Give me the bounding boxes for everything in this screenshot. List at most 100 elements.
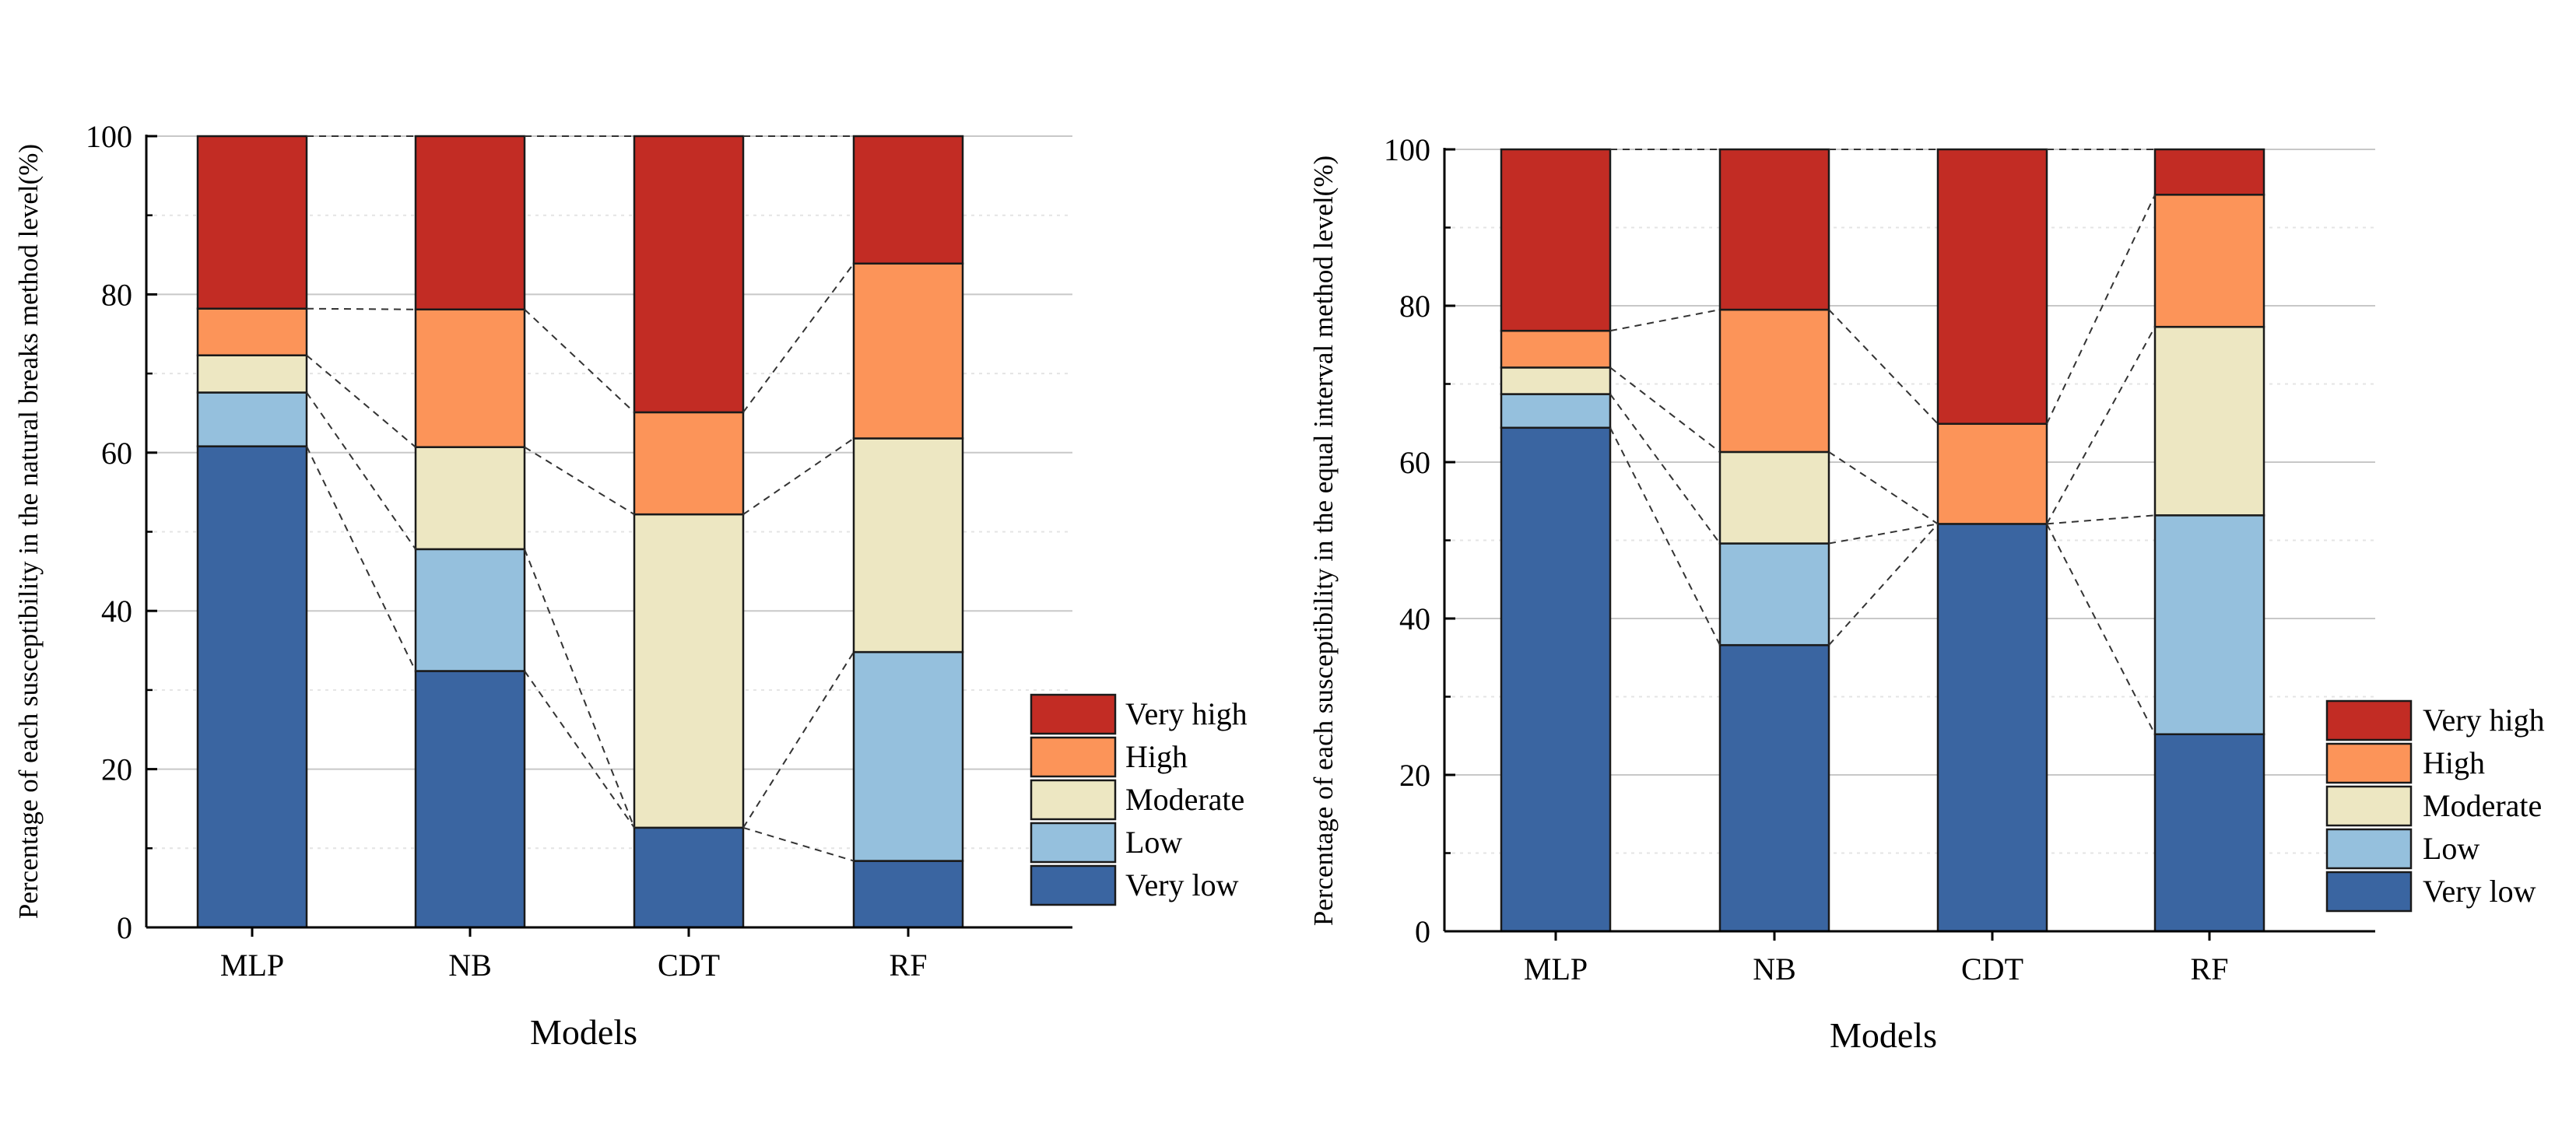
bar-rf-moderate [2153, 325, 2265, 517]
bar-nb-high [414, 308, 526, 448]
bar-rf-very-high [852, 135, 964, 265]
legend-label-moderate: Moderate [1125, 782, 1244, 817]
bar-rf-moderate [852, 437, 964, 654]
bar-cdt-high [1936, 422, 2048, 525]
x-axis-title: Models [1830, 1015, 1937, 1055]
connector-line [524, 446, 635, 515]
bar-rf-low [2153, 514, 2265, 735]
connector-line [1828, 523, 1939, 646]
legend-swatch-high [2325, 742, 2413, 784]
legend-label-low: Low [1125, 825, 1182, 860]
bar-mlp-very-high [196, 135, 308, 310]
bar-rf-very-high [2153, 148, 2265, 196]
y-axis-title: Percentage of each susceptibility in the… [13, 144, 44, 919]
legend-swatch-moderate [1030, 779, 1117, 821]
legend-label-very-high: Very high [1125, 696, 1248, 731]
bar-nb-low [414, 548, 526, 672]
connector-line [742, 437, 855, 515]
bar-cdt-moderate [633, 513, 745, 829]
x-axis-title: Models [530, 1012, 637, 1052]
connector-line [2046, 194, 2156, 425]
y-tick-label: 100 [86, 119, 132, 154]
connector-line [524, 548, 635, 829]
y-tick-label: 80 [101, 277, 132, 312]
x-tick-label-nb: NB [448, 948, 492, 983]
y-tick-label: 60 [101, 436, 132, 471]
connector-line [306, 354, 416, 448]
bar-rf-very-low [2153, 733, 2265, 933]
bar-rf-high [2153, 194, 2265, 328]
bar-cdt-high [633, 411, 745, 516]
x-tick-label-rf: RF [890, 948, 928, 983]
y-tick-label: 20 [1399, 758, 1430, 793]
bar-rf-high [852, 262, 964, 440]
bar-mlp-very-low [196, 445, 308, 929]
legend-label-very-low: Very low [2423, 874, 2536, 909]
y-tick-label: 60 [1399, 445, 1430, 480]
bar-mlp-very-high [1500, 148, 1612, 332]
connector-line [1609, 393, 1721, 545]
connector-line [2046, 326, 2156, 524]
bar-rf-low [852, 650, 964, 862]
bar-mlp-low [196, 391, 308, 447]
bar-nb-low [1718, 542, 1830, 647]
y-axis-title: Percentage of each susceptibility in the… [1308, 156, 1339, 926]
bar-cdt-very-low [1936, 523, 2048, 933]
bar-mlp-low [1500, 393, 1612, 429]
y-tick-label: 40 [1399, 601, 1430, 636]
connector-line [1828, 451, 1939, 525]
connector-line [1828, 309, 1939, 425]
bar-nb-very-high [1718, 148, 1830, 311]
bar-nb-very-high [414, 135, 526, 310]
bar-rf-very-low [852, 860, 964, 929]
legend-swatch-very-low [1030, 864, 1117, 906]
connector-line [524, 670, 635, 829]
connector-line [524, 308, 635, 413]
y-tick-label: 100 [1384, 132, 1430, 167]
legend-label-very-low: Very low [1125, 867, 1239, 902]
chart-natural-breaks: 0 20 40 60 80 100 MLP NB CDT RF Models Percentage o… [13, 119, 1248, 1052]
y-tick-label: 40 [101, 594, 132, 629]
legend-swatch-low [1030, 822, 1117, 864]
x-tick-label-rf: RF [2191, 952, 2229, 987]
y-tick-label: 20 [101, 752, 132, 787]
connector-line [306, 446, 416, 671]
bar-nb-very-low [1718, 643, 1830, 933]
bar-nb-moderate [414, 446, 526, 551]
legend-label-low: Low [2423, 831, 2479, 866]
legend-label-high: High [2423, 745, 2485, 780]
bar-nb-high [1718, 308, 1830, 454]
x-tick-label-cdt: CDT [1961, 952, 2023, 987]
legend-label-moderate: Moderate [2423, 788, 2542, 823]
y-tick-label: 0 [1415, 914, 1430, 949]
bar-mlp-high [1500, 329, 1612, 369]
x-tick-label-mlp: MLP [1524, 952, 1588, 987]
legend-swatch-very-high [2325, 699, 2413, 741]
legend-label-high: High [1125, 739, 1188, 774]
y-tick-label: 80 [1399, 289, 1430, 324]
chart-equal-interval: 0 20 40 60 80 100 MLP NB CDT RF Models Percentage o… [1308, 132, 2545, 1055]
x-tick-label-mlp: MLP [220, 948, 284, 983]
legend-swatch-moderate [2325, 785, 2413, 827]
connector-line [2046, 514, 2156, 525]
legend-swatch-low [2325, 828, 2413, 870]
connector-line [742, 651, 855, 829]
bar-mlp-high [196, 307, 308, 356]
connector-line [1609, 309, 1721, 332]
bar-mlp-very-low [1500, 426, 1612, 933]
connector-line [742, 826, 855, 862]
bar-cdt-very-low [633, 826, 745, 929]
legend-swatch-high [1030, 736, 1117, 778]
legend-swatch-very-high [1030, 693, 1117, 735]
connector-line [306, 391, 416, 550]
legend-swatch-very-low [2325, 871, 2413, 913]
bar-mlp-moderate [1500, 366, 1612, 395]
connector-line [1609, 366, 1721, 453]
connector-line [742, 263, 855, 413]
bar-cdt-very-high [1936, 148, 2048, 426]
y-tick-label: 0 [117, 910, 132, 945]
bar-cdt-very-high [633, 135, 745, 414]
connector-line [1609, 427, 1721, 646]
connector-line [306, 307, 416, 310]
